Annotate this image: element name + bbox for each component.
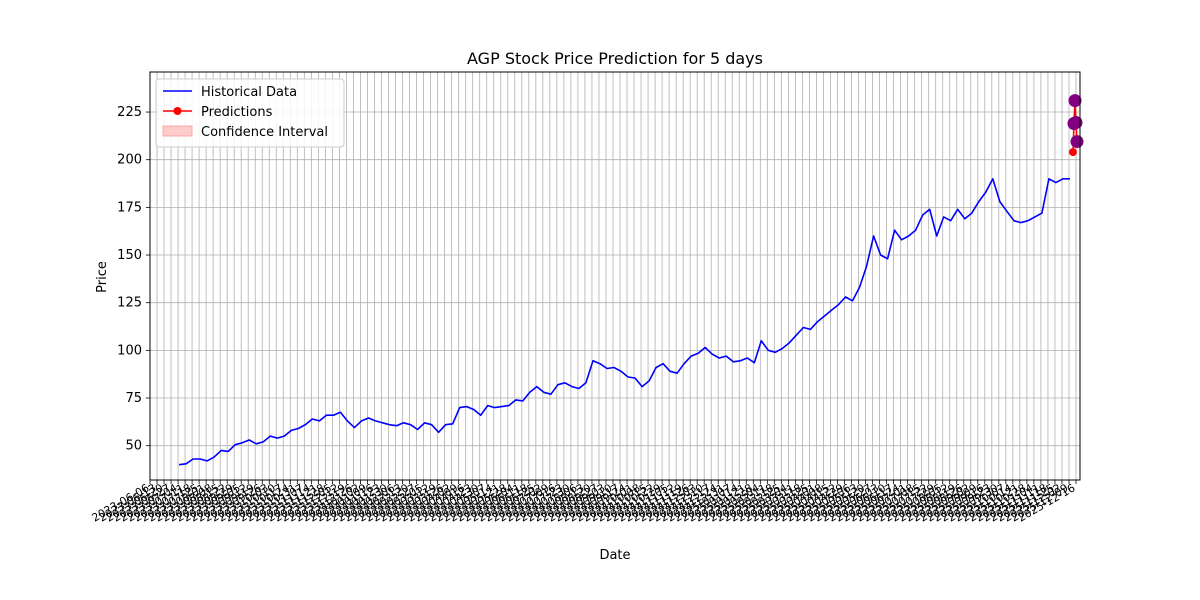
legend-box [155,78,345,148]
chart-title: AGP Stock Price Prediction for 5 days [467,49,763,68]
plot-frame [149,71,1081,481]
legend-predictions-label: Predictions [201,105,273,120]
y-tick-label: 225 [117,105,142,120]
series [178,94,1084,466]
historical-data-line [178,178,1070,466]
y-tick-label: 175 [117,200,142,215]
prediction-highlight-point [1070,135,1084,149]
prediction-highlight-point [1068,94,1082,108]
legend-confidence-swatch [162,125,193,137]
x-axis-ticks: 2023-06-062023-06-132023-06-202023-06-27… [90,480,1077,525]
legend: Historical Data Predictions Confidence I… [155,78,345,148]
x-axis-label: Date [599,548,630,563]
y-tick-label: 75 [125,391,142,406]
y-axis-ticks: 50 75 100 125 150 175 200 225 [117,105,150,454]
prediction-highlight-point [1069,116,1083,130]
legend-predictions-marker [173,107,182,115]
y-tick-label: 200 [117,153,142,168]
y-tick-label: 100 [117,343,142,358]
prediction-point [1068,148,1077,157]
grid [149,72,1080,480]
legend-historical-label: Historical Data [201,85,297,100]
y-axis-label: Price [95,261,110,293]
y-tick-label: 50 [125,439,142,454]
y-tick-label: 150 [117,248,142,263]
y-tick-label: 125 [117,296,142,311]
legend-confidence-label: Confidence Interval [201,125,328,140]
